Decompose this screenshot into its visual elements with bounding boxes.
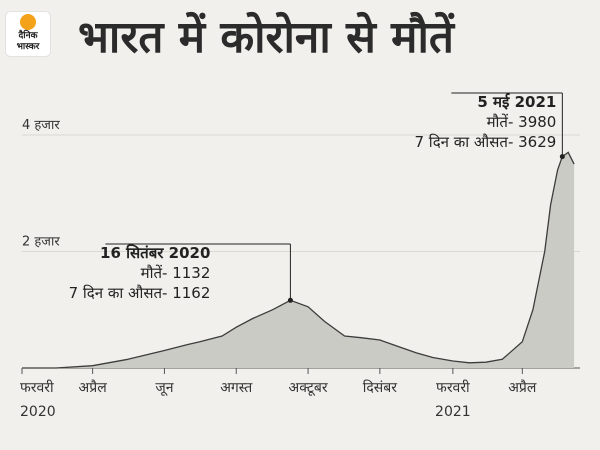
x-tick-label-5: दिसंबर: [363, 379, 398, 396]
logo-text-line2: भास्कर: [16, 42, 40, 52]
deaths-area: [22, 152, 575, 368]
x-tick-label-4: अक्टूबर: [289, 380, 328, 396]
area-layer: [22, 151, 575, 369]
annotations: 16 सितंबर 2020 मौतें- 1132 7 दिन का औसत- 1…: [69, 92, 565, 303]
year-label-1: 2021: [435, 404, 471, 420]
annotation-0-line-1: मौतें- 1132: [141, 264, 211, 282]
x-tick-label-6: फरवरी: [436, 379, 470, 396]
x-tick-label-0: फरवरी: [20, 379, 54, 396]
year-label-0: 2020: [20, 404, 56, 420]
annotation-0-line-2: 7 दिन का औसत- 1162: [69, 284, 211, 302]
chart-title: भारत में कोरोना से मौतें: [78, 12, 454, 63]
tick-labels: 2 हजार 4 हजार फरवरी अप्रैल जून अगस्त अक्टूबर दि…: [20, 118, 537, 420]
x-tick-label-3: अगस्त: [220, 380, 253, 396]
x-tick-label-2: जून: [155, 380, 173, 396]
annotation-1-line-1: मौतें- 3980: [487, 113, 557, 131]
y-tick-label-0: 2 हजार: [22, 234, 60, 249]
x-tick-label-7: अप्रैल: [508, 379, 537, 396]
deaths-line: [22, 151, 575, 369]
dainik-bhaskar-logo: दैनिक भास्कर: [6, 12, 50, 56]
sun-logo-icon: [20, 14, 36, 30]
logo-text-line1: दैनिक: [18, 31, 38, 41]
annotation-0-line-0: 16 सितंबर 2020: [100, 244, 210, 262]
annotation-1-line-0: 5 मई 2021: [477, 93, 556, 111]
x-tick-label-1: अप्रैल: [79, 379, 108, 396]
y-tick-label-1: 4 हजार: [22, 118, 60, 133]
annotation-1-line-2: 7 दिन का औसत- 3629: [415, 133, 557, 151]
